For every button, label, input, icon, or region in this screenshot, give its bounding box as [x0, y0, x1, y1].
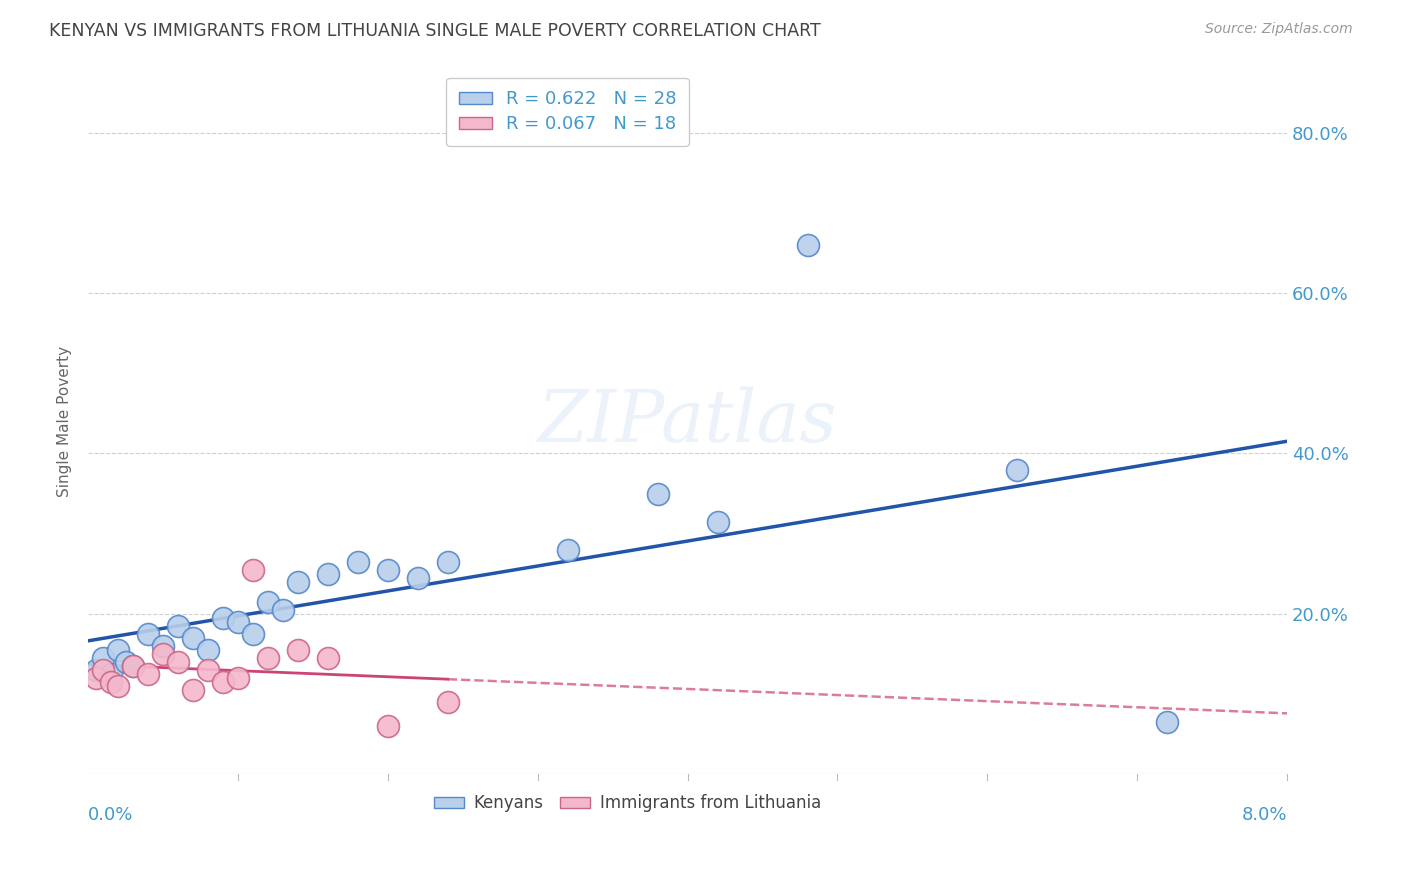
Point [122, 659, 145, 673]
Point [107, 643, 129, 657]
Point [181, 683, 204, 698]
Point [242, 627, 264, 641]
Point [226, 671, 249, 685]
Point [1007, 462, 1029, 476]
Point [167, 655, 190, 669]
Text: Source: ZipAtlas.com: Source: ZipAtlas.com [1205, 22, 1353, 37]
Point [706, 515, 728, 529]
Point [316, 566, 339, 581]
Point [316, 651, 339, 665]
Legend: Kenyans, Immigrants from Lithuania: Kenyans, Immigrants from Lithuania [427, 788, 828, 819]
Point [197, 663, 219, 677]
Point [114, 655, 136, 669]
Point [100, 675, 122, 690]
Text: KENYAN VS IMMIGRANTS FROM LITHUANIA SINGLE MALE POVERTY CORRELATION CHART: KENYAN VS IMMIGRANTS FROM LITHUANIA SING… [49, 22, 821, 40]
Point [84, 663, 107, 677]
Point [152, 639, 174, 653]
Point [107, 679, 129, 693]
Point [136, 627, 159, 641]
Point [122, 659, 145, 673]
Point [181, 631, 204, 645]
Point [287, 574, 309, 589]
Point [152, 647, 174, 661]
Point [647, 486, 669, 500]
Point [257, 651, 280, 665]
Point [91, 651, 114, 665]
Point [212, 611, 235, 625]
Point [406, 571, 429, 585]
Point [1156, 715, 1178, 730]
Point [271, 603, 294, 617]
Point [437, 695, 460, 709]
Point [437, 555, 460, 569]
Point [377, 719, 399, 733]
Text: 8.0%: 8.0% [1241, 806, 1286, 824]
Point [287, 643, 309, 657]
Text: 0.0%: 0.0% [89, 806, 134, 824]
Point [557, 542, 579, 557]
Point [84, 671, 107, 685]
Point [197, 643, 219, 657]
Point [91, 663, 114, 677]
Point [167, 619, 190, 633]
Point [242, 563, 264, 577]
Point [100, 667, 122, 681]
Point [377, 563, 399, 577]
Point [347, 555, 370, 569]
Point [226, 615, 249, 629]
Y-axis label: Single Male Poverty: Single Male Poverty [58, 346, 72, 497]
Text: ZIPatlas: ZIPatlas [538, 386, 838, 457]
Point [212, 675, 235, 690]
Point [257, 595, 280, 609]
Point [796, 238, 818, 252]
Point [136, 667, 159, 681]
